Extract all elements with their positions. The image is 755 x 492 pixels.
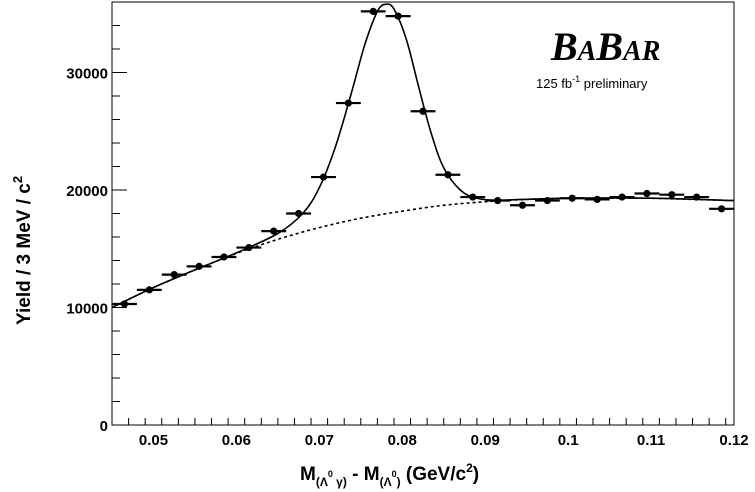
x-title-main: M: [300, 464, 316, 485]
y-tick-label: 0: [100, 418, 108, 435]
logo-b1: B: [550, 24, 578, 69]
data-point: [510, 202, 535, 209]
fit-background-curve: [112, 198, 734, 307]
data-point-marker: [693, 193, 700, 200]
data-point-marker: [718, 205, 725, 212]
x-tick-label: 0.08: [388, 432, 417, 449]
data-point-marker: [594, 196, 601, 203]
data-point-marker: [668, 191, 675, 198]
y-tick-label: 30000: [66, 66, 108, 83]
y-title-main: Yield / 3 MeV / c: [14, 183, 35, 325]
data-point-marker: [444, 171, 451, 178]
data-point-marker: [643, 190, 650, 197]
data-point-marker: [195, 263, 202, 270]
logo-ar: AR: [621, 36, 660, 67]
data-point: [485, 197, 510, 204]
major-ticks: [112, 73, 127, 426]
data-point-marker: [320, 173, 327, 180]
data-point-marker: [370, 8, 377, 15]
data-point: [236, 244, 261, 251]
x-title-sub1: (Λ: [316, 475, 328, 489]
y-axis-title: Yield / 3 MeV / c2: [10, 176, 35, 325]
data-point: [162, 271, 187, 278]
x-tick-label: 0.09: [471, 432, 500, 449]
x-tick-labels: 0.05 0.06 0.07 0.08 0.09 0.1 0.11 0.12: [139, 432, 749, 449]
luminosity-label: 125 fb-1 preliminary: [536, 74, 648, 91]
data-point: [311, 173, 336, 180]
data-point: [137, 286, 162, 293]
x-title-end: ): [473, 464, 479, 485]
data-point-marker: [544, 197, 551, 204]
y-tick-label: 20000: [66, 183, 108, 200]
x-title-sub1b: γ): [333, 475, 347, 489]
data-point-marker: [220, 253, 227, 260]
data-point-marker: [295, 210, 302, 217]
data-point: [610, 193, 635, 200]
x-axis-title: M(Λ0 γ) - M(Λ0) (GeV/c2): [300, 461, 479, 489]
x-tick-label: 0.11: [637, 432, 665, 449]
data-point-marker: [171, 271, 178, 278]
x-tick-label: 0.1: [558, 432, 579, 449]
x-tick-label: 0.05: [139, 432, 168, 449]
babar-logo: BABAR: [550, 24, 660, 69]
data-point: [709, 205, 734, 212]
y-title-sup: 2: [10, 176, 25, 183]
data-point: [411, 108, 436, 115]
data-point-marker: [494, 197, 501, 204]
data-point: [286, 210, 311, 217]
data-point: [336, 99, 361, 106]
x-title-mid: - M: [347, 464, 380, 485]
data-point-marker: [270, 228, 277, 235]
data-point-marker: [146, 286, 153, 293]
data-point-marker: [395, 13, 402, 20]
data-point: [659, 191, 684, 198]
lumi-post: preliminary: [580, 76, 648, 91]
data-point: [435, 171, 460, 178]
data-point: [386, 13, 411, 20]
x-tick-label: 0.06: [222, 432, 251, 449]
logo-a1: A: [576, 36, 597, 67]
logo-b2: B: [595, 24, 623, 69]
data-point-marker: [245, 244, 252, 251]
data-point-marker: [618, 193, 625, 200]
data-point-marker: [419, 108, 426, 115]
lumi-pre: 125 fb: [536, 76, 572, 91]
data-point: [585, 196, 610, 203]
x-title-sub2: (Λ: [380, 475, 392, 489]
data-point: [634, 190, 659, 197]
data-point: [560, 195, 585, 202]
data-point: [261, 228, 286, 235]
data-point: [361, 8, 386, 15]
data-point-marker: [345, 99, 352, 106]
data-point-marker: [121, 300, 128, 307]
data-point-marker: [469, 193, 476, 200]
lumi-sup: -1: [572, 74, 580, 84]
x-title-tail: (GeV/c: [401, 464, 467, 485]
data-point-marker: [569, 195, 576, 202]
x-tick-label: 0.07: [305, 432, 334, 449]
data-point-marker: [519, 202, 526, 209]
y-tick-labels: 0 10000 20000 30000: [66, 66, 108, 436]
x-tick-label: 0.12: [719, 432, 748, 449]
y-tick-label: 10000: [66, 301, 108, 318]
